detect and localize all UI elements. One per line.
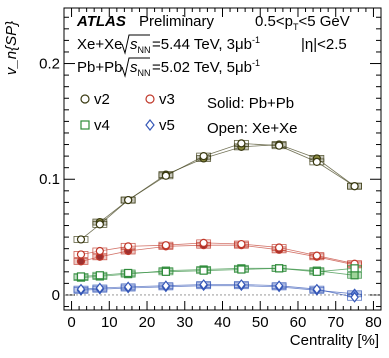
data-point-v2-xexe <box>199 152 208 161</box>
data-point-v2-xexe <box>275 141 284 150</box>
sqrt-nn: NN <box>138 45 151 55</box>
eta-range: |η|<2.5 <box>301 36 347 53</box>
xe-energy-label: =5.44 TeV, 3μb-1 <box>152 35 260 53</box>
legend-marker-v3 <box>145 94 155 104</box>
sqrt-s: s <box>130 36 138 53</box>
data-point-v2-xexe <box>237 139 246 148</box>
data-point-v3-xexe <box>124 242 133 251</box>
annotation-block: ATLAS Preliminary 0.5<pT<5 GeV Xe+Xe sNN… <box>76 13 350 137</box>
legend-marker-v5 <box>145 119 155 131</box>
data-point-v4-xexe <box>312 267 321 276</box>
plot-frame <box>63 7 382 311</box>
data-point-v5-xexe <box>199 279 208 291</box>
pt-subscript: T <box>293 22 299 32</box>
pb-system-label: Pb+Pb <box>77 59 122 76</box>
legend-label-v2: v2 <box>94 91 110 108</box>
x-tick-label: 0 <box>67 314 75 331</box>
data-point-v5-xexe <box>76 283 86 295</box>
legend: v2 v3 v4 v5 <box>80 91 175 134</box>
data-point-v4-xexe <box>199 266 208 275</box>
pb-energy: =5.02 TeV, 5μb <box>152 59 252 76</box>
data-point-v4-xexe <box>95 271 104 280</box>
x-tick-label: 80 <box>365 314 382 331</box>
atlas-label: ATLAS <box>76 13 126 30</box>
data-point-v5-xexe <box>161 280 171 292</box>
legend-marker-v2 <box>80 94 90 104</box>
series-v2-xexe <box>73 139 362 244</box>
legend-marker-v4 <box>80 120 90 130</box>
x-tick-label: 40 <box>214 314 231 331</box>
x-axis-label: Centrality [%] <box>290 332 379 349</box>
x-tick-label: 70 <box>327 314 344 331</box>
x-tick-label: 30 <box>176 314 193 331</box>
data-point-v2-xexe <box>312 157 321 166</box>
y-tick-label: 0.1 <box>39 171 60 188</box>
xe-lumi-exp: -1 <box>252 35 260 45</box>
sqrt-symbol-2 <box>121 57 150 78</box>
data-point-v4-xexe <box>350 264 359 273</box>
pt-range-suffix: <5 GeV <box>298 13 349 30</box>
sqrt-s-label-2: sNN <box>130 59 151 78</box>
legend-label-v5: v5 <box>159 117 175 134</box>
legend-label-v3: v3 <box>159 91 175 108</box>
pb-lumi-exp: -1 <box>252 58 260 68</box>
x-tick-label: 60 <box>290 314 307 331</box>
data-point-v3-xexe <box>95 246 104 256</box>
axis-ticks: 0 10 20 30 40 50 60 70 80 0 0.1 0.2 <box>39 8 382 331</box>
preliminary-label: Preliminary <box>139 13 215 30</box>
data-point-v3-xexe <box>76 250 86 259</box>
sqrt-s-label: sNN <box>130 36 151 55</box>
x-tick-label: 20 <box>139 314 156 331</box>
data-point-v3-xexe <box>199 238 208 247</box>
series-v4-xexe <box>73 264 362 281</box>
x-tick-label: 10 <box>101 314 118 331</box>
data-point-v5-xexe <box>274 280 284 292</box>
data-point-v3-pbpb <box>76 257 86 266</box>
data-point-v3-xexe <box>237 239 246 249</box>
data-point-v5-xexe <box>237 279 246 291</box>
y-axis-label: v_n{SP} <box>3 21 20 75</box>
x-tick-label: 50 <box>252 314 269 331</box>
solid-label: Solid: Pb+Pb <box>207 95 294 112</box>
data-point-v2-xexe <box>124 195 133 205</box>
sqrt-symbol <box>121 34 150 55</box>
data-point-v3-xexe <box>161 241 170 250</box>
data-point-v4-xexe <box>161 267 170 276</box>
data-point-v3-xexe <box>312 251 321 260</box>
data-point-v5-xexe <box>123 281 133 293</box>
open-label: Open: Xe+Xe <box>207 120 297 137</box>
data-point-v2-xexe <box>350 182 359 191</box>
sqrt-s-2: s <box>130 59 138 76</box>
data-point-v2-xexe <box>95 220 104 229</box>
pt-range-prefix: 0.5<p <box>255 13 293 30</box>
data-point-v4-xexe <box>76 272 86 281</box>
data-point-v5-xexe <box>350 291 359 303</box>
data-point-v5-xexe <box>95 282 105 294</box>
series-v2-pbpb <box>92 140 362 227</box>
data-point-v4-xexe <box>124 268 133 278</box>
data-marks <box>73 139 362 303</box>
series-v5-xexe <box>73 279 362 303</box>
xe-system-label: Xe+Xe <box>77 36 122 53</box>
data-point-v5-xexe <box>312 283 322 295</box>
data-point-v3-xexe <box>275 243 284 252</box>
data-point-v2-xexe <box>161 171 170 180</box>
pb-energy-label: =5.02 TeV, 5μb-1 <box>152 58 260 76</box>
y-tick-label: 0 <box>52 287 60 304</box>
data-point-v4-xexe <box>275 264 284 273</box>
sqrt-nn-2: NN <box>138 68 151 78</box>
data-point-v4-pbpb <box>350 271 359 280</box>
xe-energy: =5.44 TeV, 3μb <box>152 36 252 53</box>
legend-label-v4: v4 <box>94 117 110 134</box>
pt-range: 0.5<pT<5 GeV <box>255 13 350 32</box>
y-tick-label: 0.2 <box>39 56 60 73</box>
data-point-v4-xexe <box>237 265 246 274</box>
data-point-v2-xexe <box>76 235 86 244</box>
